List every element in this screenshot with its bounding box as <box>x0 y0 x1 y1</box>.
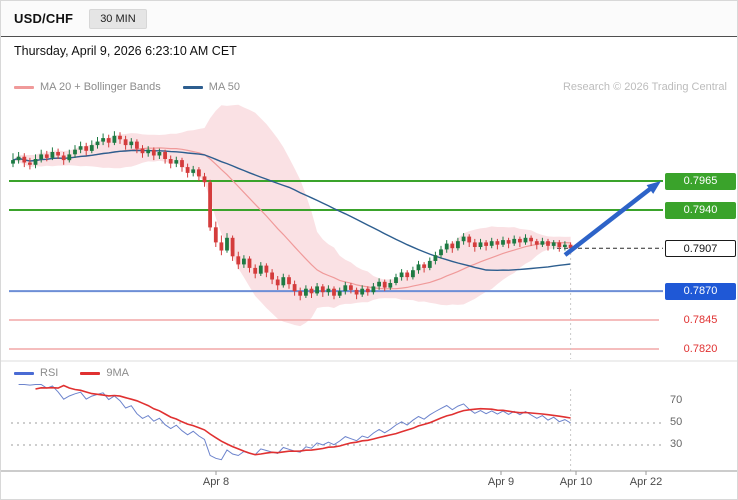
minor-support-label-2: 0.7820 <box>683 343 718 355</box>
rsi-ma-label: 9MA <box>106 367 129 379</box>
timeframe-badge: 30 MIN <box>89 8 147 29</box>
ma50-swatch-icon <box>182 85 203 89</box>
resistance-level-label-1: 0.7965 <box>665 173 736 190</box>
header-bar: USD/CHF 30 MIN <box>1 1 737 37</box>
resistance-level-label-2: 0.7940 <box>665 202 736 219</box>
x-axis-label-apr9: Apr 9 <box>487 476 515 488</box>
rsi-tick-30: 30 <box>670 438 683 450</box>
timestamp: Thursday, April 9, 2026 6:23:10 AM CET <box>14 44 237 58</box>
ma50-label: MA 50 <box>208 81 240 93</box>
rsi-tick-50: 50 <box>670 416 683 428</box>
minor-support-label-1: 0.7845 <box>683 314 718 326</box>
last-price-label: 0.7907 <box>665 240 736 257</box>
rsi-tick-70: 70 <box>670 394 683 406</box>
instrument-title: USD/CHF <box>14 11 74 26</box>
main-chart-legend: MA 20 + Bollinger Bands MA 50 <box>14 81 242 93</box>
rsi-swatch-icon <box>14 371 34 375</box>
x-axis-label-apr10: Apr 10 <box>559 476 593 488</box>
rsi-label: RSI <box>40 367 59 379</box>
support-level-label: 0.7870 <box>665 283 736 300</box>
research-watermark: Research © 2026 Trading Central <box>562 81 727 93</box>
rsi-legend: RSI 9MA <box>14 367 131 379</box>
x-axis-label-apr8: Apr 8 <box>202 476 230 488</box>
ma20-bollinger-swatch-icon <box>14 85 34 89</box>
ma20-bollinger-label: MA 20 + Bollinger Bands <box>40 81 161 93</box>
rsi-ma-swatch-icon <box>80 371 101 375</box>
x-axis-label-apr22: Apr 22 <box>629 476 663 488</box>
